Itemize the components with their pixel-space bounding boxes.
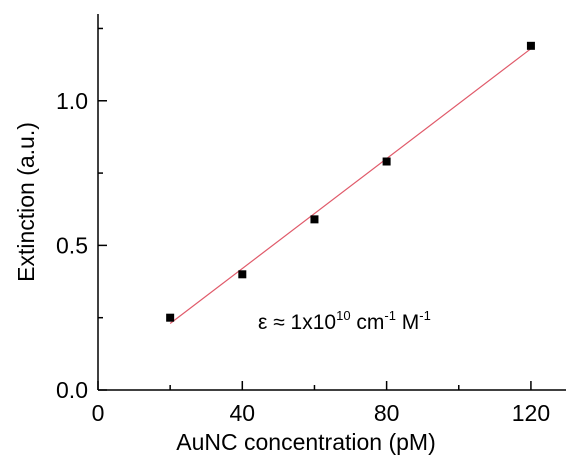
y-axis-title: Extinction (a.u.) (13, 122, 39, 282)
y-tick-label: 0.5 (56, 232, 88, 258)
data-points (166, 41, 535, 322)
data-point (166, 313, 175, 322)
plot-frame (97, 14, 566, 391)
extinction-coefficient-annotation: ε ≈ 1x1010 cm-1 M-1 (258, 308, 431, 334)
x-tick-label: 0 (92, 400, 105, 426)
annotation-exponent-2: -1 (384, 308, 396, 323)
x-axis-title: AuNC concentration (pM) (176, 429, 436, 455)
data-point (382, 157, 391, 166)
data-point (238, 270, 247, 279)
y-tick-label: 0.0 (56, 377, 88, 403)
annotation-unit-m: M (396, 311, 419, 334)
x-axis-ticks: 0 40 80 120 (92, 381, 550, 426)
annotation-exponent-3: -1 (419, 308, 431, 323)
fit-line (169, 48, 532, 324)
y-axis-ticks: 0.0 0.5 1.0 (56, 27, 107, 403)
annotation-prefix: ε ≈ 1x10 (258, 311, 336, 334)
fit-line-group (169, 48, 532, 324)
y-tick-label: 1.0 (56, 88, 88, 114)
x-tick-label: 120 (512, 400, 550, 426)
x-tick-label: 80 (374, 400, 400, 426)
annotation-exponent-1: 10 (336, 308, 350, 323)
data-point (526, 41, 535, 50)
x-tick-label: 40 (230, 400, 256, 426)
annotation-unit-cm: cm (351, 311, 385, 334)
data-point (310, 215, 319, 224)
